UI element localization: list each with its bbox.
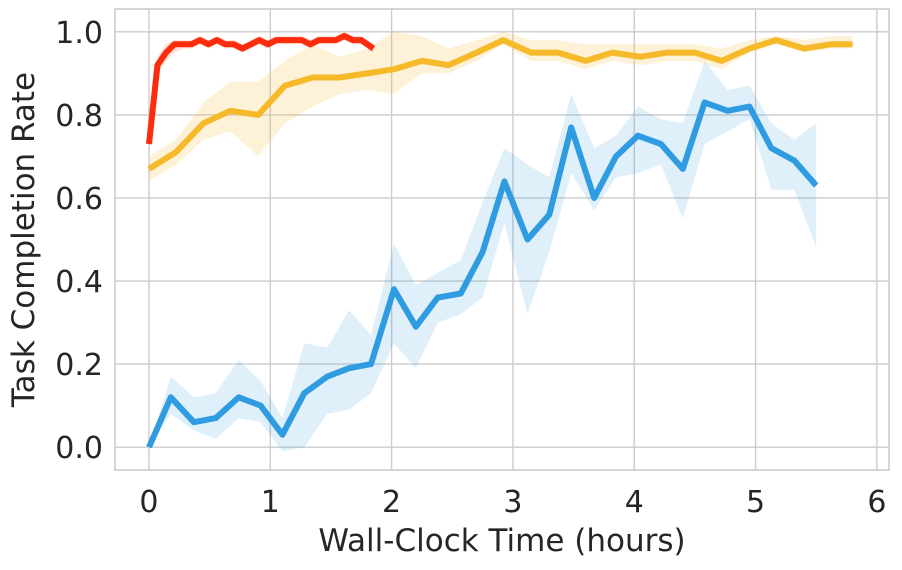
y-tick-label-5: 1.0 xyxy=(55,16,103,51)
y-tick-label-4: 0.8 xyxy=(55,99,103,134)
plot-frame xyxy=(114,8,890,471)
y-axis-title: Task Completion Rate xyxy=(6,72,42,408)
x-axis-ticks: 0 1 2 3 4 5 6 xyxy=(139,485,886,520)
y-tick-label-2: 0.4 xyxy=(55,265,103,300)
x-tick-label-5: 5 xyxy=(746,485,765,520)
series-lines xyxy=(146,33,853,449)
x-tick-label-3: 3 xyxy=(503,485,522,520)
x-axis-title: Wall-Clock Time (hours) xyxy=(318,523,685,559)
y-tick-label-3: 0.6 xyxy=(55,182,103,217)
series-2-line xyxy=(147,37,853,172)
x-tick-label-6: 6 xyxy=(867,485,886,520)
y-tick-label-1: 0.2 xyxy=(55,348,103,383)
confidence-bands xyxy=(149,31,853,452)
x-tick-label-4: 4 xyxy=(625,485,644,520)
series-3-line xyxy=(146,33,376,145)
x-tick-label-2: 2 xyxy=(382,485,401,520)
series-1-line xyxy=(146,99,819,449)
x-tick-label-1: 1 xyxy=(261,485,280,520)
x-tick-label-0: 0 xyxy=(139,485,158,520)
y-axis-ticks: 0.0 0.2 0.4 0.6 0.8 1.0 xyxy=(55,16,103,466)
y-tick-label-0: 0.0 xyxy=(55,431,103,466)
series-2-band xyxy=(149,31,853,182)
